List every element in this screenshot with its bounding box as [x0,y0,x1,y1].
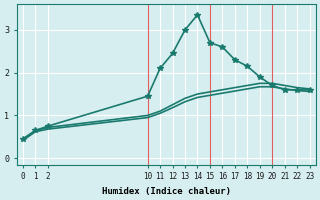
X-axis label: Humidex (Indice chaleur): Humidex (Indice chaleur) [102,187,231,196]
